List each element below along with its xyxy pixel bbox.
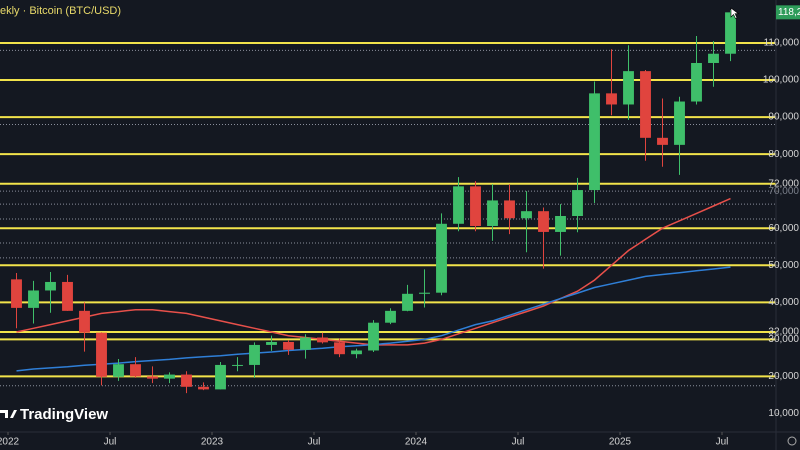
candle-body bbox=[589, 93, 600, 191]
candle-body bbox=[45, 281, 56, 291]
plot-area bbox=[0, 10, 776, 394]
candle-body bbox=[725, 12, 736, 54]
logo-text: TradingView bbox=[20, 406, 108, 423]
candle-body bbox=[79, 310, 90, 333]
y-tick-label: 60,000 bbox=[768, 223, 799, 234]
y-tick-label: 40,000 bbox=[768, 297, 799, 308]
candle-body bbox=[300, 337, 311, 350]
x-tick-label: 2025 bbox=[609, 437, 632, 448]
candle-body bbox=[215, 364, 226, 390]
candle-body bbox=[674, 101, 685, 145]
y-tick-label: 72,000 bbox=[768, 178, 799, 189]
candle-body bbox=[198, 386, 209, 390]
candle-body bbox=[334, 342, 345, 355]
candle-body bbox=[708, 53, 719, 63]
candle-body bbox=[504, 200, 515, 219]
candle-body bbox=[113, 364, 124, 377]
candle-body bbox=[317, 337, 328, 343]
x-tick-label: Jul bbox=[512, 437, 525, 448]
candle-body bbox=[368, 322, 379, 351]
candle-body bbox=[62, 281, 73, 311]
candle-body bbox=[572, 190, 583, 216]
cursor bbox=[730, 7, 740, 19]
x-tick-label: 2023 bbox=[201, 437, 224, 448]
y-tick-label: 32,000 bbox=[768, 327, 799, 338]
y-tick-label: 50,000 bbox=[768, 260, 799, 271]
candle-body bbox=[181, 374, 192, 387]
candle-body bbox=[11, 279, 22, 308]
candle-body bbox=[232, 364, 243, 366]
x-tick-label: 2022 bbox=[0, 437, 20, 448]
x-tick-label: Jul bbox=[716, 437, 729, 448]
candle-body bbox=[470, 186, 481, 227]
y-tick-label: 30,000 bbox=[768, 334, 799, 345]
candle-body bbox=[419, 292, 430, 294]
candle-body bbox=[657, 137, 668, 145]
candle-body bbox=[623, 71, 634, 105]
y-tick-label: 90,000 bbox=[768, 112, 799, 123]
last-price-label: 118,27 bbox=[778, 7, 800, 18]
candle-body bbox=[385, 310, 396, 323]
y-tick-label: 70,000 bbox=[768, 186, 799, 197]
candle-body bbox=[691, 62, 702, 102]
candle-body bbox=[351, 350, 362, 355]
chart-title: ekly · Bitcoin (BTC/USD) bbox=[0, 5, 121, 17]
settings-icon[interactable] bbox=[787, 436, 797, 446]
candle-body bbox=[283, 341, 294, 350]
candle-body bbox=[521, 211, 532, 219]
candle-body bbox=[402, 293, 413, 311]
candle-body bbox=[266, 341, 277, 345]
last-price-box bbox=[776, 5, 800, 20]
candle-body bbox=[538, 211, 549, 232]
y-tick-label: 20,000 bbox=[768, 371, 799, 382]
candle-body bbox=[436, 223, 447, 293]
x-tick-label: Jul bbox=[104, 437, 117, 448]
candle-body bbox=[453, 186, 464, 224]
candle-body bbox=[555, 216, 566, 232]
candle-body bbox=[640, 71, 651, 138]
candle-body bbox=[249, 344, 260, 365]
logo-icon bbox=[0, 410, 17, 418]
candle-body bbox=[164, 374, 175, 379]
y-tick-label: 80,000 bbox=[768, 149, 799, 160]
y-tick-label: 100,000 bbox=[763, 75, 800, 86]
y-tick-label: 110,000 bbox=[764, 38, 800, 49]
x-tick-label: 2024 bbox=[405, 437, 428, 448]
candle-body bbox=[147, 376, 158, 379]
x-tick-label: Jul bbox=[308, 437, 321, 448]
logo: TradingView bbox=[0, 406, 108, 423]
candle-body bbox=[487, 200, 498, 227]
candle-body bbox=[130, 364, 141, 377]
candle-body bbox=[606, 93, 617, 105]
candle-body bbox=[96, 332, 107, 377]
y-tick-label: 10,000 bbox=[768, 408, 799, 419]
candle-body bbox=[28, 290, 39, 308]
